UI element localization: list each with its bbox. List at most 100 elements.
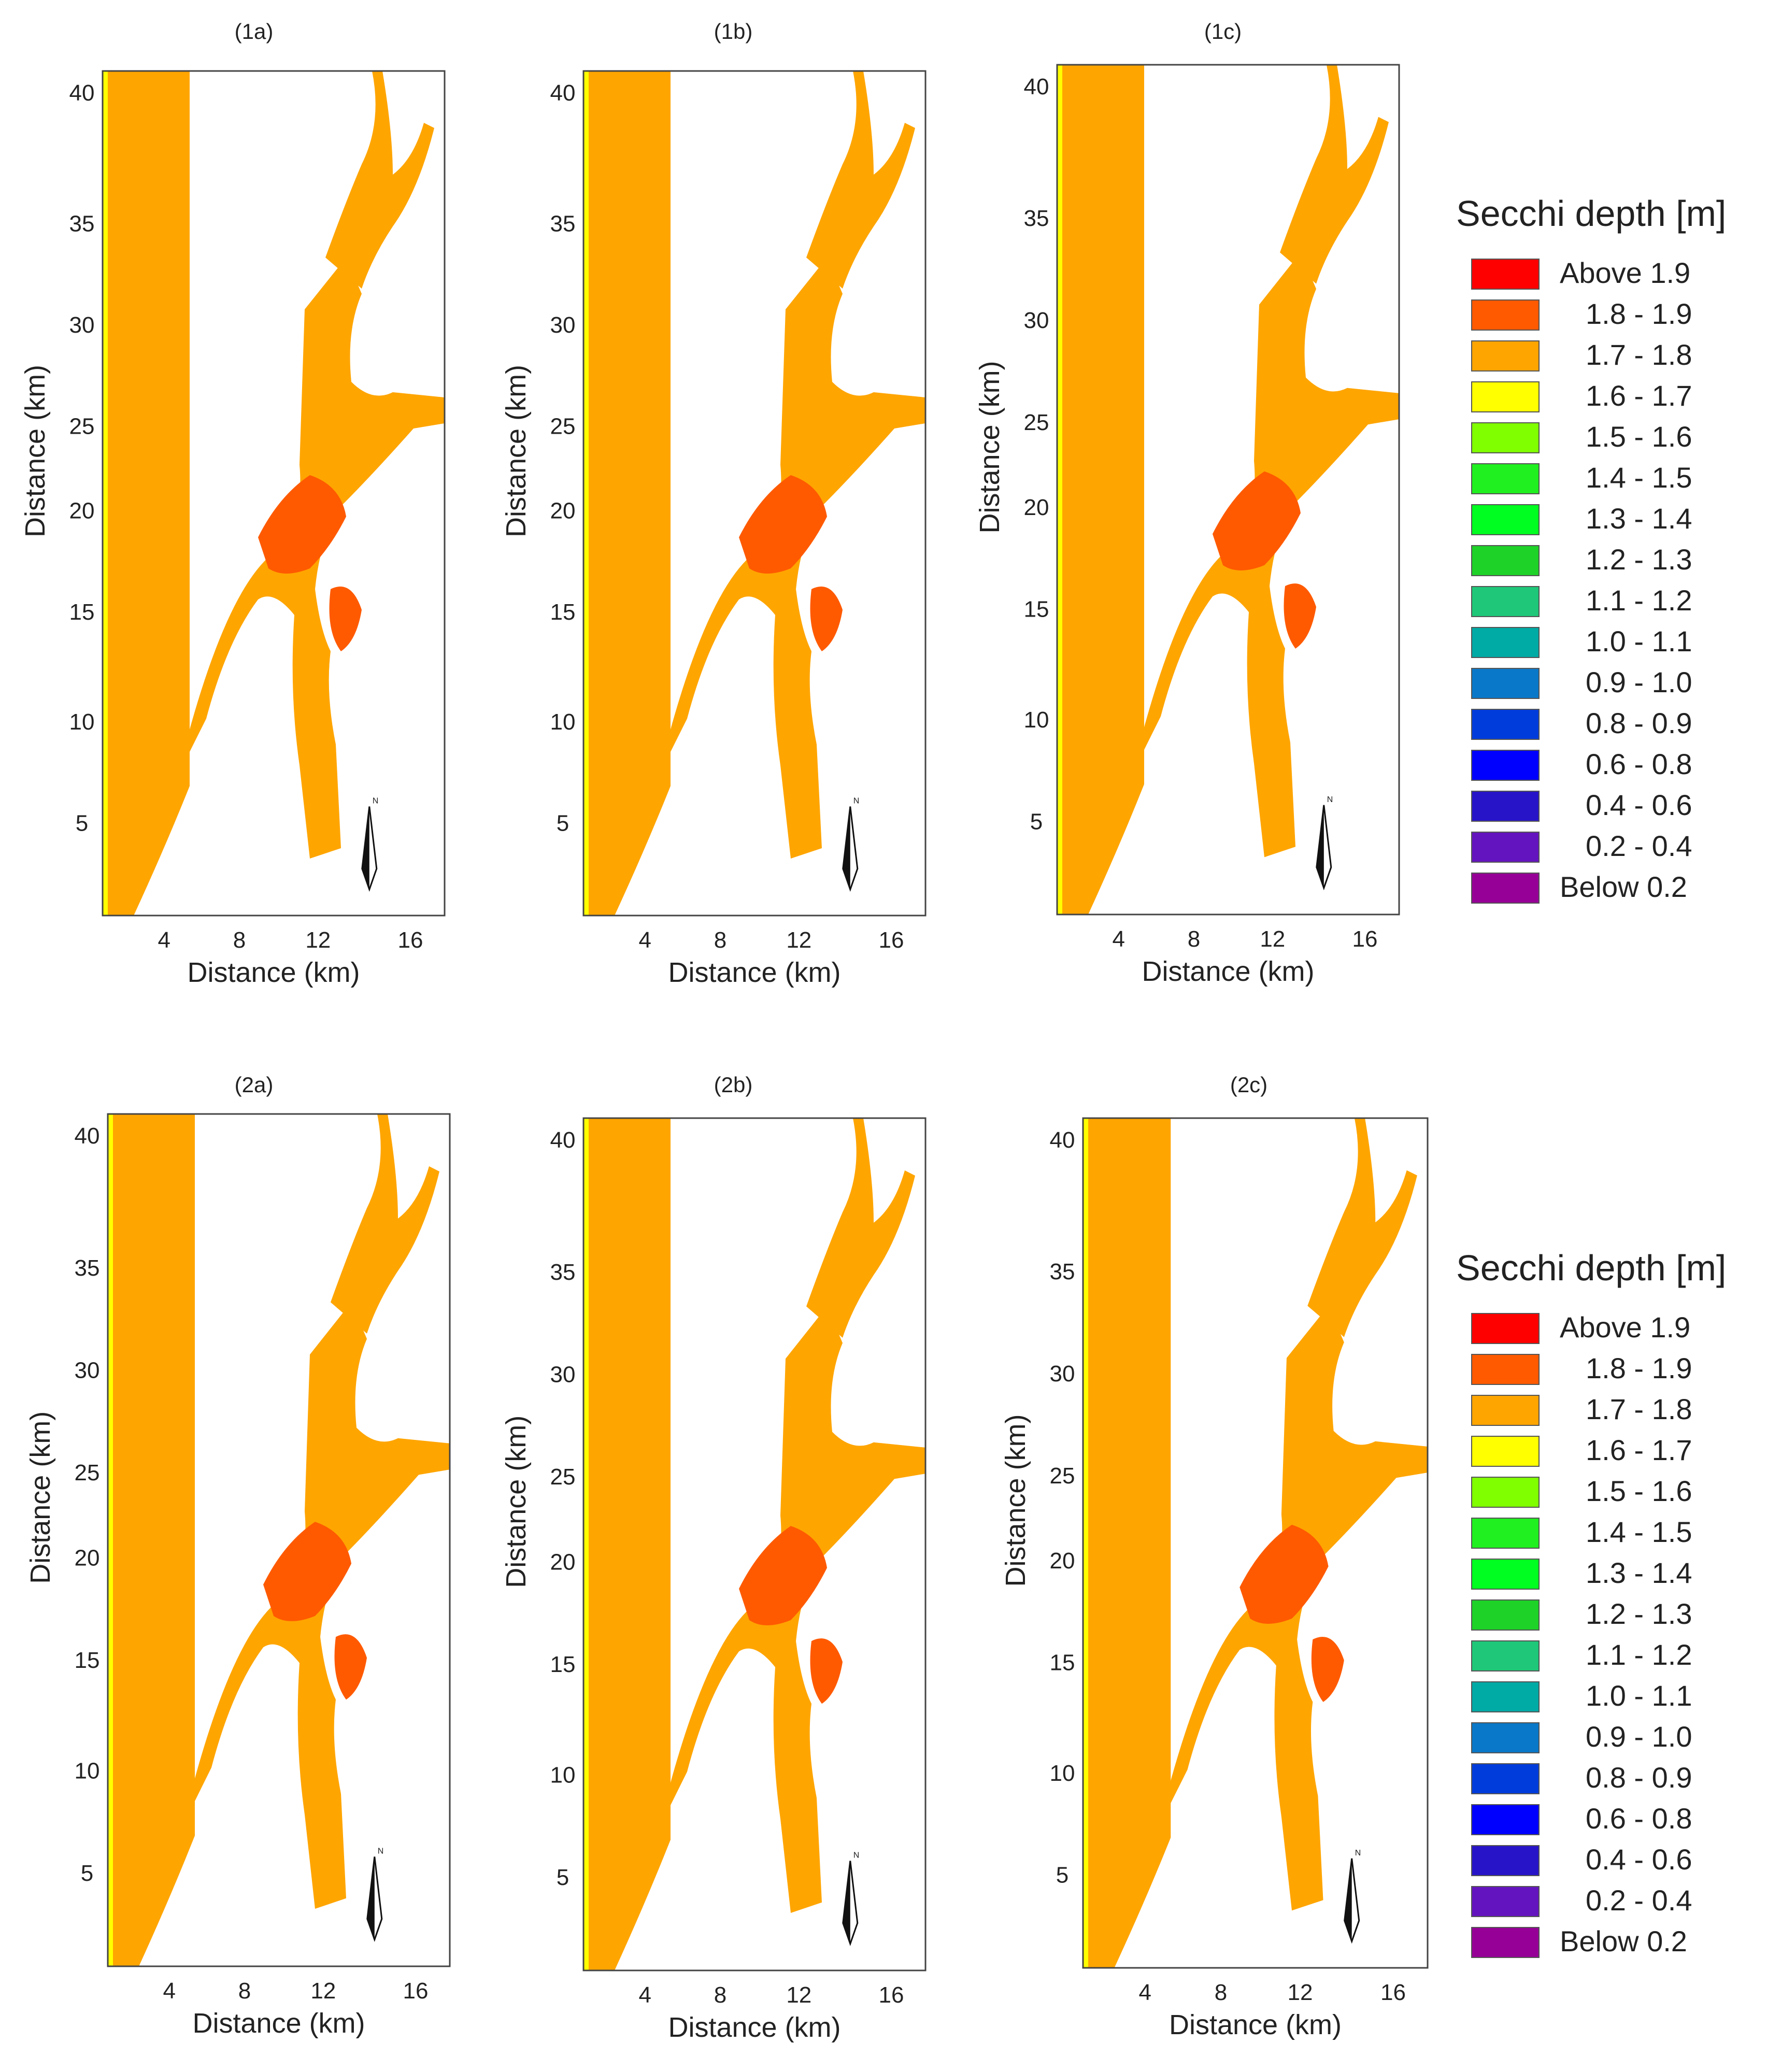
y-tick-label: 20: [550, 498, 576, 524]
y-tick-label: 20: [75, 1545, 100, 1570]
legend-label: 1.3 - 1.4: [1586, 502, 1692, 535]
y-tick-label: 10: [75, 1759, 100, 1784]
north-label: N: [1327, 795, 1333, 804]
legend-title: Secchi depth [m]: [1456, 1248, 1726, 1288]
y-tick-label: 35: [1024, 206, 1049, 231]
y-tick-label: 10: [69, 709, 95, 735]
north-arrow-icon: N: [361, 797, 378, 892]
y-tick-label: 15: [1050, 1650, 1075, 1676]
y-tick-label: 5: [1056, 1863, 1068, 1888]
legend: Secchi depth [m] Above 1.9 1.8 - 1.9 1.7 - …: [1456, 1248, 1726, 1958]
x-tick-label: 12: [786, 927, 811, 953]
map-panel-2b: (2b) 40 35 30 25 20 15 10 5 4 8 12 16 Distance (km) Di…: [501, 1073, 927, 2043]
y-tick-label: 10: [1024, 707, 1049, 733]
y-tick-label: 15: [550, 599, 576, 625]
legend-label: 1.5 - 1.6: [1586, 420, 1692, 453]
x-tick-label: 12: [1260, 926, 1285, 952]
legend-label: 0.9 - 1.0: [1586, 666, 1692, 698]
x-tick-label: 16: [1380, 1980, 1406, 2005]
y-tick-label: 15: [1024, 597, 1049, 622]
x-tick-label: 8: [1188, 926, 1200, 952]
legend-swatch: [1471, 1845, 1540, 1876]
legend-swatch: [1471, 1436, 1540, 1467]
legend-title: Secchi depth [m]: [1456, 193, 1726, 234]
panel-title: (1c): [1204, 19, 1242, 44]
estuary-map: [103, 71, 445, 916]
y-tick-label: 35: [550, 1260, 576, 1285]
y-tick-label: 25: [550, 414, 576, 439]
legend-label: 1.6 - 1.7: [1586, 1434, 1692, 1466]
legend-swatch: [1471, 1599, 1540, 1631]
legend-swatch: [1471, 627, 1540, 658]
legend-swatch: [1471, 873, 1540, 904]
y-tick-label: 5: [81, 1861, 93, 1886]
map-panel-2a: (2a) 40 35 30 25 20 15 10 5 4 8 12 16 Distance (km) Di…: [25, 1073, 451, 2039]
y-tick-label: 10: [1050, 1761, 1075, 1786]
y-tick-label: 30: [550, 1362, 576, 1388]
x-tick-label: 8: [233, 927, 246, 953]
x-axis-label: Distance (km): [668, 957, 840, 988]
legend-label: Below 0.2: [1560, 870, 1687, 903]
north-label: N: [1355, 1849, 1361, 1857]
legend-label: 0.9 - 1.0: [1586, 1720, 1692, 1753]
y-tick-label: 25: [1024, 410, 1049, 435]
y-tick-label: 30: [550, 312, 576, 338]
x-tick-label: 16: [398, 927, 423, 953]
y-tick-label: 15: [75, 1648, 100, 1673]
y-tick-label: 5: [557, 811, 569, 836]
legend-swatch: [1471, 259, 1540, 290]
legend-swatch: [1471, 504, 1540, 535]
x-tick-label: 4: [158, 927, 170, 953]
y-tick-label: 10: [550, 709, 576, 735]
y-tick-label: 25: [550, 1464, 576, 1490]
panel-title: (2c): [1230, 1073, 1267, 1097]
legend-label: 0.6 - 0.8: [1586, 748, 1692, 780]
y-tick-label: 35: [69, 211, 95, 236]
legend-label: 1.1 - 1.2: [1586, 584, 1692, 617]
x-tick-label: 12: [305, 927, 331, 953]
legend-swatch: [1471, 1354, 1540, 1385]
map-panel-1b: (1b) 40 35 30 25 20 15 10 5 4 8 12 16 Distance (km) Di…: [501, 19, 927, 988]
estuary-map: [583, 71, 925, 916]
x-tick-label: 12: [1287, 1980, 1313, 2005]
legend-label: Above 1.9: [1560, 1311, 1690, 1344]
y-tick-label: 40: [75, 1123, 100, 1149]
map-panel-1c: (1c) 40 35 30 25 20 15 10 5 4 8 12 16 Distance (km) Di…: [974, 19, 1400, 987]
legend-label: 1.1 - 1.2: [1586, 1638, 1692, 1671]
plot-frame: [107, 1113, 451, 1967]
y-tick-label: 40: [69, 80, 95, 106]
legend-label: 0.2 - 0.4: [1586, 1884, 1692, 1917]
legend-label: 1.4 - 1.5: [1586, 461, 1692, 494]
legend-label: 1.8 - 1.9: [1586, 1352, 1692, 1384]
north-arrow-icon: N: [842, 797, 859, 892]
legend-label: 1.7 - 1.8: [1586, 1393, 1692, 1425]
y-axis-label: Distance (km): [25, 1411, 56, 1584]
plot-frame: [582, 1117, 927, 1971]
y-tick-label: 40: [1050, 1127, 1075, 1153]
y-tick-label: 15: [69, 599, 95, 625]
y-tick-label: 20: [1050, 1548, 1075, 1574]
legend-swatch: [1471, 709, 1540, 740]
legend-swatch: [1471, 1559, 1540, 1590]
legend-label: 0.6 - 0.8: [1586, 1802, 1692, 1835]
y-tick-label: 35: [550, 211, 576, 236]
y-tick-label: 40: [550, 1127, 576, 1153]
estuary-map: [583, 1118, 925, 1970]
legend-label: 1.8 - 1.9: [1586, 297, 1692, 330]
legend-swatch: [1471, 1804, 1540, 1835]
y-tick-label: 15: [550, 1652, 576, 1677]
y-tick-label: 5: [76, 811, 88, 836]
y-tick-label: 20: [550, 1549, 576, 1575]
y-tick-label: 25: [75, 1460, 100, 1485]
x-axis-label: Distance (km): [668, 2012, 840, 2043]
y-tick-label: 25: [69, 414, 95, 439]
x-tick-label: 8: [1215, 1980, 1227, 2005]
legend-label: 1.0 - 1.1: [1586, 625, 1692, 658]
legend-swatch: [1471, 1886, 1540, 1917]
y-tick-label: 20: [1024, 495, 1049, 520]
x-tick-label: 16: [879, 1982, 904, 2008]
x-tick-label: 4: [163, 1978, 176, 2004]
north-label: N: [378, 1847, 384, 1855]
y-tick-label: 20: [69, 498, 95, 524]
